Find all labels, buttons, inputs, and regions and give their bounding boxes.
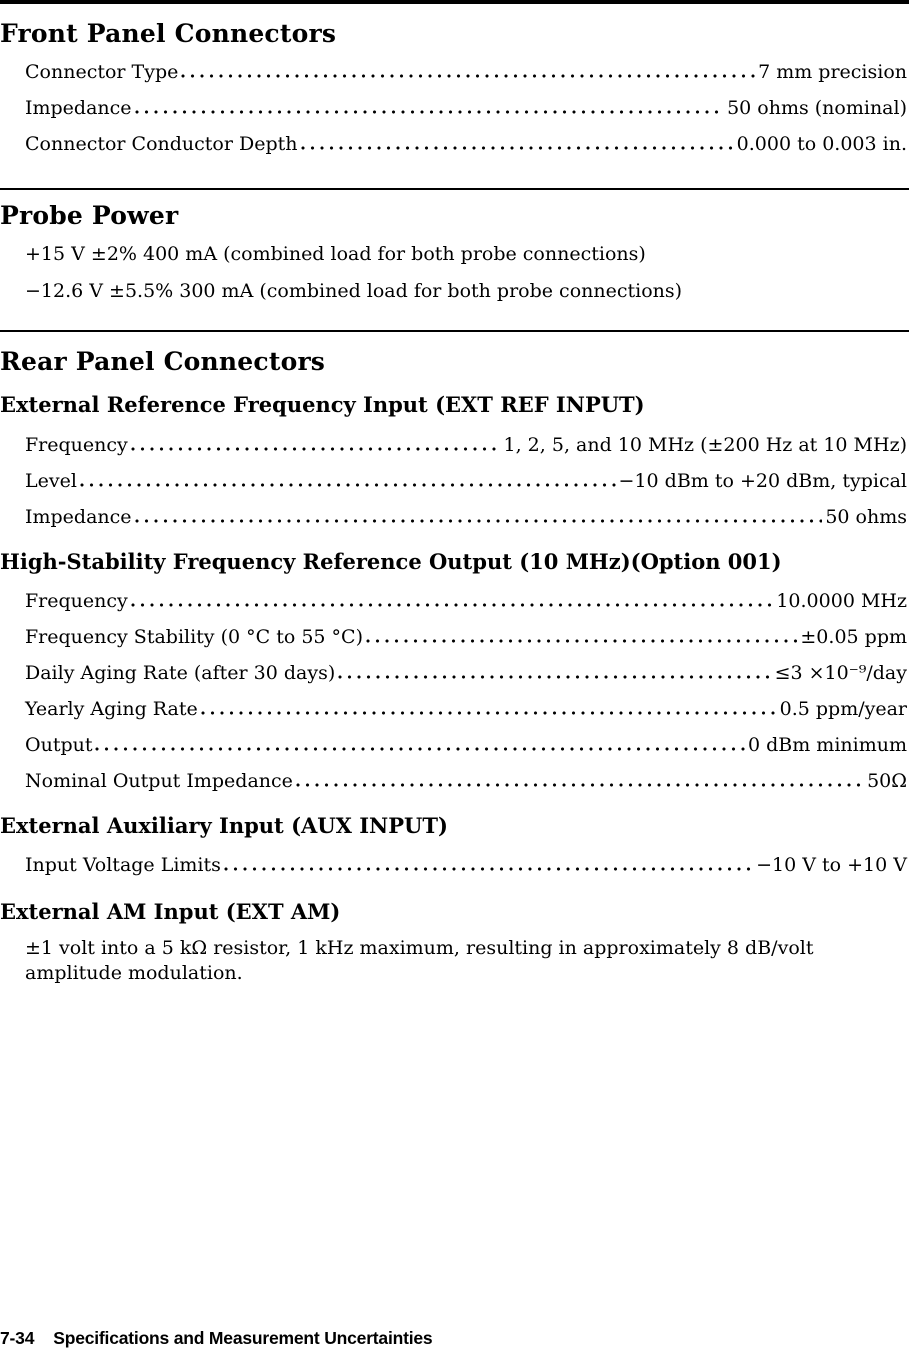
spec-text-line: −12.6 V ±5.5% 300 mA (combined load for …	[25, 280, 683, 302]
dotted-leader	[300, 146, 734, 150]
front-panel-spec-list: Connector Type 7 mm precision Impedance …	[25, 54, 907, 162]
spec-row: Connector Conductor Depth 0.000 to 0.003…	[25, 126, 907, 162]
spec-row: Daily Aging Rate (after 30 days) ≤3 ×10⁻…	[25, 655, 907, 691]
spec-value: 50 ohms (nominal)	[727, 97, 907, 119]
spec-value: 0 dBm minimum	[748, 734, 907, 756]
subsection-title-ext-ref-input: External Reference Frequency Input (EXT …	[0, 392, 645, 417]
spec-label: Level	[25, 470, 77, 492]
spec-label: Frequency	[25, 434, 128, 456]
subsection-title-ext-am-input: External AM Input (EXT AM)	[0, 899, 341, 924]
spec-label: Output	[25, 734, 93, 756]
spec-row: Frequency 1, 2, 5, and 10 MHz (±200 Hz a…	[25, 427, 907, 463]
dotted-leader	[338, 675, 772, 679]
subsection-title-aux-input: External Auxiliary Input (AUX INPUT)	[0, 813, 448, 838]
spec-row: Input Voltage Limits −10 V to +10 V	[25, 847, 907, 883]
spec-label: Frequency Stability (0 °C to 55 °C)	[25, 626, 363, 648]
spec-row: Connector Type 7 mm precision	[25, 54, 907, 90]
spec-value: 50 ohms	[825, 506, 907, 528]
spec-value: ≤3 ×10⁻⁹/day	[774, 662, 907, 684]
spec-row: Frequency 10.0000 MHz	[25, 583, 907, 619]
spec-row: Nominal Output Impedance 50Ω	[25, 763, 907, 799]
spec-value: 0.5 ppm/year	[779, 698, 907, 720]
spec-text-line: +15 V ±2% 400 mA (combined load for both…	[25, 243, 646, 265]
dotted-leader	[134, 110, 725, 114]
spec-value: 50Ω	[867, 770, 907, 792]
spec-label: Impedance	[25, 506, 132, 528]
dotted-leader	[181, 74, 756, 78]
page-footer: 7-34 Specifications and Measurement Unce…	[0, 1328, 433, 1349]
spec-row: Output 0 dBm minimum	[25, 727, 907, 763]
probe-power-lines: +15 V ±2% 400 mA (combined load for both…	[0, 236, 909, 310]
spec-value: ±0.05 ppm	[800, 626, 907, 648]
dotted-leader	[79, 483, 616, 487]
aux-input-spec-list: Input Voltage Limits −10 V to +10 V	[25, 847, 907, 883]
spec-label: Frequency	[25, 590, 128, 612]
dotted-leader	[95, 747, 745, 751]
spec-value: 0.000 to 0.003 in.	[736, 133, 907, 155]
ext-am-description: ±1 volt into a 5 kΩ resistor, 1 kHz maxi…	[25, 937, 814, 984]
dotted-leader	[200, 711, 777, 715]
spec-label: Daily Aging Rate (after 30 days)	[25, 662, 336, 684]
spec-row: Impedance 50 ohms (nominal)	[25, 90, 907, 126]
section-title-front-panel-connectors: Front Panel Connectors	[0, 19, 337, 48]
spec-row: Level −10 dBm to +20 dBm, typical	[25, 463, 907, 499]
high-stability-spec-list: Frequency 10.0000 MHz Frequency Stabilit…	[25, 583, 907, 799]
ext-ref-spec-list: Frequency 1, 2, 5, and 10 MHz (±200 Hz a…	[25, 427, 907, 535]
spec-label: Yearly Aging Rate	[25, 698, 198, 720]
section-divider	[0, 188, 909, 190]
section-title-rear-panel-connectors: Rear Panel Connectors	[0, 347, 326, 376]
spec-label: Input Voltage Limits	[25, 854, 221, 876]
top-rule	[0, 0, 909, 4]
subsection-title-high-stability-ref-output: High-Stability Frequency Reference Outpu…	[0, 549, 782, 574]
dotted-leader	[130, 447, 501, 451]
footer-chapter-title: Specifications and Measurement Uncertain…	[53, 1328, 433, 1348]
dotted-leader	[130, 603, 774, 607]
spec-label: Connector Conductor Depth	[25, 133, 298, 155]
dotted-leader	[134, 519, 823, 523]
spec-value: 1, 2, 5, and 10 MHz (±200 Hz at 10 MHz)	[503, 434, 907, 456]
spec-row: Impedance 50 ohms	[25, 499, 907, 535]
section-title-probe-power: Probe Power	[0, 201, 179, 230]
section-divider	[0, 330, 909, 332]
spec-label: Connector Type	[25, 61, 179, 83]
dotted-leader	[365, 639, 798, 643]
spec-label: Impedance	[25, 97, 132, 119]
spec-label: Nominal Output Impedance	[25, 770, 293, 792]
spec-row: Yearly Aging Rate 0.5 ppm/year	[25, 691, 907, 727]
spec-value: 10.0000 MHz	[776, 590, 907, 612]
spec-value: −10 dBm to +20 dBm, typical	[618, 470, 907, 492]
dotted-leader	[223, 867, 754, 871]
spec-row: Frequency Stability (0 °C to 55 °C) ±0.0…	[25, 619, 907, 655]
spec-value: 7 mm precision	[758, 61, 907, 83]
page-number: 7-34	[0, 1328, 35, 1348]
dotted-leader	[295, 783, 865, 787]
spec-value: −10 V to +10 V	[756, 854, 907, 876]
